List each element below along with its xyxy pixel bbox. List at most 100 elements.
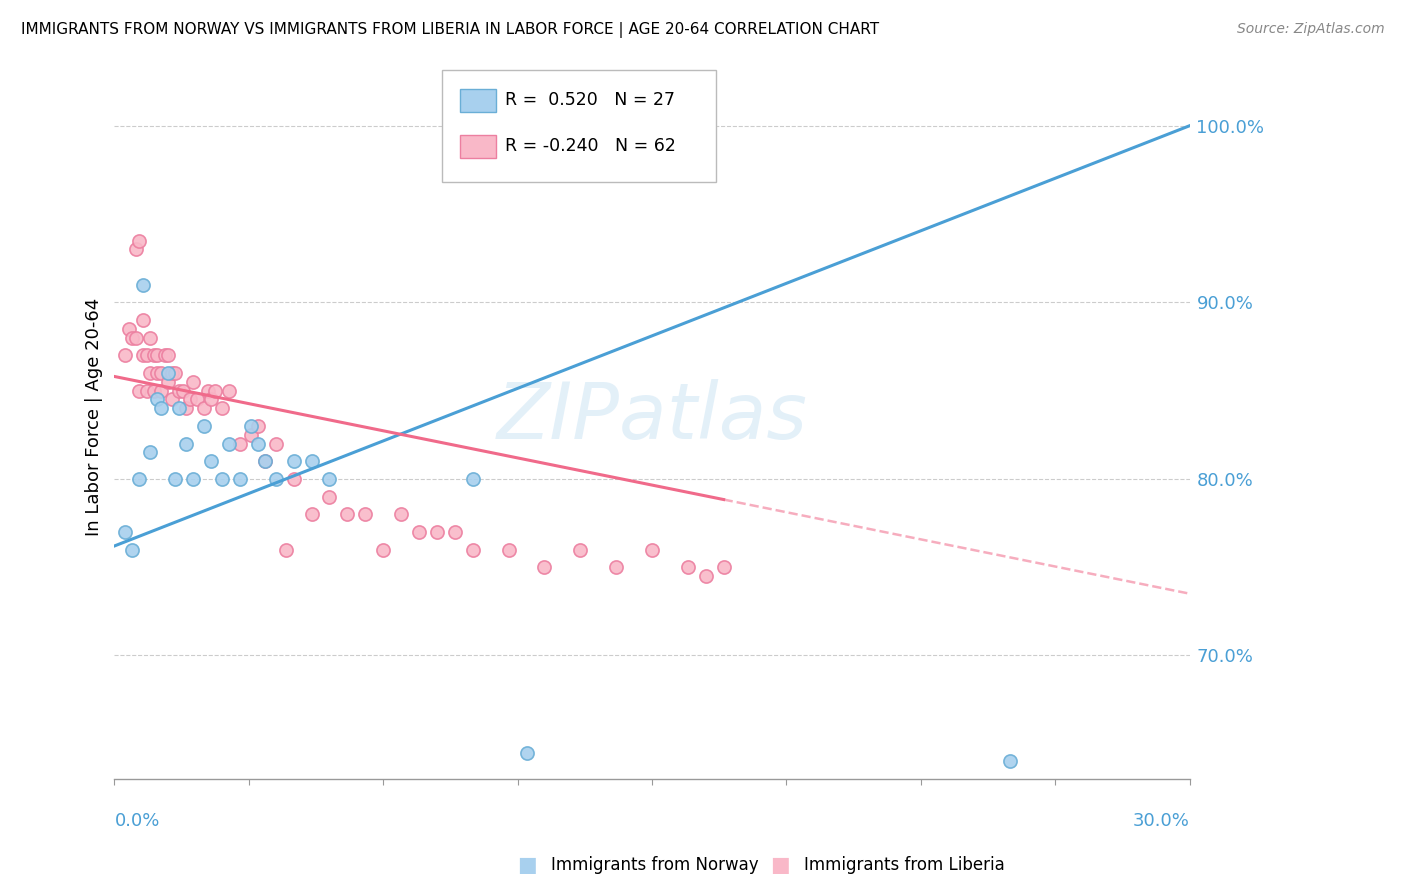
Point — [139, 331, 162, 345]
Point — [132, 348, 155, 362]
Point — [229, 472, 252, 486]
Point — [200, 392, 222, 407]
Point — [641, 542, 664, 557]
Point — [1000, 755, 1022, 769]
Point — [204, 384, 226, 398]
Point — [301, 454, 323, 468]
Point — [461, 472, 484, 486]
Y-axis label: In Labor Force | Age 20-64: In Labor Force | Age 20-64 — [86, 298, 103, 536]
Point — [301, 507, 323, 521]
Point — [229, 436, 252, 450]
Point — [218, 436, 240, 450]
Point — [276, 542, 298, 557]
Point — [389, 507, 412, 521]
Point — [142, 384, 165, 398]
Point — [283, 472, 305, 486]
Point — [139, 445, 162, 459]
Point — [498, 542, 520, 557]
Point — [283, 454, 305, 468]
Point — [160, 366, 183, 380]
Point — [157, 375, 180, 389]
Point — [150, 401, 173, 416]
Point — [197, 384, 219, 398]
Point — [461, 542, 484, 557]
Point — [239, 427, 262, 442]
Point — [218, 384, 240, 398]
Text: R = -0.240   N = 62: R = -0.240 N = 62 — [505, 136, 675, 154]
Point — [157, 348, 180, 362]
Point — [179, 392, 201, 407]
Point — [253, 454, 276, 468]
Point — [135, 384, 157, 398]
Point — [713, 560, 735, 574]
Point — [118, 322, 141, 336]
Point — [515, 746, 537, 760]
Point — [676, 560, 699, 574]
Text: Immigrants from Norway: Immigrants from Norway — [551, 856, 759, 874]
Point — [186, 392, 208, 407]
Point — [605, 560, 627, 574]
Point — [128, 472, 150, 486]
Point — [172, 384, 194, 398]
FancyBboxPatch shape — [460, 135, 496, 158]
Text: Source: ZipAtlas.com: Source: ZipAtlas.com — [1237, 22, 1385, 37]
Point — [157, 366, 180, 380]
Point — [264, 436, 287, 450]
Point — [200, 454, 222, 468]
Point — [264, 472, 287, 486]
Point — [121, 542, 143, 557]
Point — [336, 507, 359, 521]
Point — [695, 569, 717, 583]
FancyBboxPatch shape — [443, 70, 717, 182]
FancyBboxPatch shape — [460, 89, 496, 112]
Point — [165, 472, 187, 486]
Point — [318, 472, 340, 486]
Point — [408, 524, 430, 539]
Point — [146, 348, 169, 362]
Point — [150, 366, 173, 380]
Point — [167, 384, 190, 398]
Text: 0.0%: 0.0% — [114, 812, 160, 830]
Point — [533, 560, 555, 574]
Point — [318, 490, 340, 504]
Point — [114, 524, 136, 539]
Point — [253, 454, 276, 468]
Point — [426, 524, 449, 539]
Point — [181, 375, 204, 389]
Point — [239, 418, 262, 433]
Text: ZIPatlas: ZIPatlas — [496, 379, 807, 455]
Point — [444, 524, 467, 539]
Point — [125, 243, 148, 257]
Point — [132, 313, 155, 327]
Text: 30.0%: 30.0% — [1133, 812, 1189, 830]
Point — [132, 277, 155, 292]
Point — [153, 348, 176, 362]
Point — [373, 542, 395, 557]
Point — [142, 348, 165, 362]
Text: Immigrants from Liberia: Immigrants from Liberia — [804, 856, 1005, 874]
Text: R =  0.520   N = 27: R = 0.520 N = 27 — [505, 91, 675, 109]
Point — [135, 348, 157, 362]
Point — [211, 472, 233, 486]
Point — [174, 401, 197, 416]
Point — [193, 418, 215, 433]
Point — [139, 366, 162, 380]
Point — [181, 472, 204, 486]
Point — [128, 234, 150, 248]
Point — [160, 392, 183, 407]
Point — [125, 331, 148, 345]
Text: ■: ■ — [770, 855, 790, 875]
Point — [167, 401, 190, 416]
Point — [246, 436, 269, 450]
Point — [146, 366, 169, 380]
Point — [150, 384, 173, 398]
Point — [193, 401, 215, 416]
Point — [354, 507, 377, 521]
Point — [569, 542, 592, 557]
Point — [211, 401, 233, 416]
Point — [174, 436, 197, 450]
Point — [246, 418, 269, 433]
Text: ■: ■ — [517, 855, 537, 875]
Point — [146, 392, 169, 407]
Point — [128, 384, 150, 398]
